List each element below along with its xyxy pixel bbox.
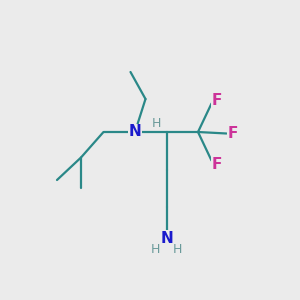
Text: H: H (151, 117, 161, 130)
Text: H: H (150, 243, 160, 256)
Text: N: N (129, 124, 141, 140)
Text: F: F (212, 93, 222, 108)
Text: N: N (160, 231, 173, 246)
Text: F: F (227, 126, 238, 141)
Text: H: H (173, 243, 183, 256)
Text: F: F (212, 157, 222, 172)
